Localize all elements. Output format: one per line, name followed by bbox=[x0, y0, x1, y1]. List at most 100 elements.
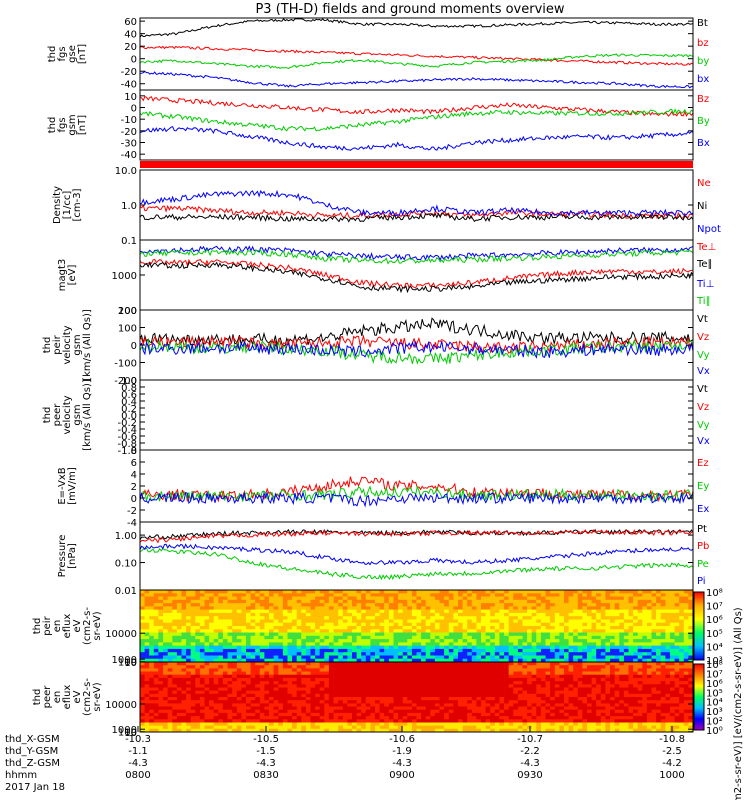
heatmap-cell bbox=[232, 671, 238, 676]
heatmap-cell bbox=[195, 622, 201, 627]
y-axis-label: thd bbox=[47, 117, 58, 134]
heatmap-cell bbox=[467, 612, 473, 617]
heatmap-cell bbox=[181, 599, 187, 604]
heatmap-cell bbox=[375, 700, 380, 704]
heatmap-cell bbox=[365, 658, 371, 663]
heatmap-cell bbox=[660, 629, 666, 633]
heatmap-cell bbox=[328, 668, 334, 672]
heatmap-cell bbox=[577, 612, 583, 617]
heatmap-cell bbox=[536, 681, 542, 685]
heatmap-cell bbox=[352, 609, 357, 614]
heatmap-cell bbox=[144, 662, 150, 666]
heatmap-cell bbox=[550, 662, 556, 666]
heatmap-cell bbox=[411, 684, 417, 688]
heatmap-cell bbox=[158, 722, 164, 727]
heatmap-cell bbox=[287, 674, 293, 679]
heatmap-cell bbox=[393, 652, 399, 656]
heatmap-cell bbox=[140, 668, 145, 672]
heatmap-cell bbox=[674, 655, 680, 660]
heatmap-cell bbox=[282, 609, 288, 614]
heatmap-cell bbox=[213, 700, 219, 704]
heatmap-cell bbox=[227, 709, 233, 714]
heatmap-cell bbox=[688, 655, 694, 660]
heatmap-cell bbox=[416, 616, 422, 620]
heatmap-cell bbox=[282, 626, 288, 630]
heatmap-cell bbox=[600, 642, 606, 647]
heatmap-cell bbox=[209, 665, 215, 669]
heatmap-cell bbox=[522, 648, 528, 653]
heatmap-cell bbox=[564, 709, 569, 714]
heatmap-cell bbox=[485, 690, 491, 695]
heatmap-cell bbox=[227, 622, 233, 627]
heatmap-cell bbox=[683, 632, 689, 637]
heatmap-cell bbox=[683, 629, 689, 633]
heatmap-cell bbox=[190, 674, 196, 679]
heatmap-cell bbox=[186, 722, 192, 727]
heatmap-cell bbox=[411, 671, 417, 676]
heatmap-cell bbox=[209, 712, 215, 717]
heatmap-cell bbox=[550, 697, 556, 701]
heatmap-cell bbox=[167, 728, 173, 733]
heatmap-cell bbox=[342, 674, 348, 679]
y-axis-label: [km/s (All Qs)] bbox=[82, 379, 93, 451]
heatmap-cell bbox=[333, 706, 339, 711]
heatmap-cell bbox=[227, 596, 233, 601]
heatmap-cell bbox=[282, 665, 288, 669]
heatmap-cell bbox=[144, 671, 150, 676]
heatmap-cell bbox=[425, 635, 431, 640]
heatmap-cell bbox=[430, 626, 436, 630]
heatmap-cell bbox=[255, 590, 261, 594]
heatmap-cell bbox=[199, 690, 205, 695]
heatmap-cell bbox=[628, 603, 634, 607]
heatmap-cell bbox=[508, 626, 514, 630]
heatmap-cell bbox=[163, 712, 168, 717]
heatmap-cell bbox=[462, 629, 468, 633]
heatmap-cell bbox=[481, 684, 486, 688]
heatmap-cell bbox=[176, 639, 182, 643]
heatmap-cell bbox=[444, 635, 450, 640]
heatmap-cell bbox=[564, 677, 569, 682]
heatmap-cell bbox=[199, 709, 205, 714]
heatmap-cell bbox=[527, 658, 533, 663]
heatmap-cell bbox=[227, 635, 233, 640]
heatmap-cell bbox=[301, 728, 307, 733]
heatmap-cell bbox=[513, 635, 519, 640]
heatmap-cell bbox=[393, 642, 399, 647]
heatmap-cell bbox=[199, 593, 205, 597]
heatmap-cell bbox=[328, 693, 334, 698]
heatmap-cell bbox=[153, 668, 159, 672]
heatmap-cell bbox=[402, 709, 408, 714]
heatmap-cell bbox=[522, 590, 528, 594]
heatmap-cell bbox=[527, 703, 533, 707]
heatmap-cell bbox=[190, 703, 196, 707]
heatmap-cell bbox=[504, 655, 510, 660]
heatmap-cell bbox=[328, 690, 334, 695]
heatmap-cell bbox=[494, 722, 500, 727]
heatmap-cell bbox=[144, 712, 150, 717]
heatmap-cell bbox=[517, 681, 523, 685]
heatmap-cell bbox=[273, 677, 279, 682]
heatmap-cell bbox=[407, 662, 413, 666]
y-tick-label: 1.0 bbox=[121, 201, 137, 212]
heatmap-cell bbox=[434, 593, 440, 597]
heatmap-cell bbox=[407, 712, 413, 717]
heatmap-cell bbox=[393, 725, 399, 730]
heatmap-cell bbox=[158, 639, 164, 643]
heatmap-cell bbox=[582, 606, 588, 611]
heatmap-cell bbox=[241, 639, 247, 643]
heatmap-cell bbox=[375, 709, 380, 714]
heatmap-cell bbox=[213, 622, 219, 627]
heatmap-cell bbox=[153, 606, 159, 611]
heatmap-cell bbox=[305, 725, 311, 730]
heatmap-cell bbox=[430, 665, 436, 669]
heatmap-cell bbox=[481, 677, 486, 682]
heatmap-cell bbox=[149, 681, 155, 685]
heatmap-cell bbox=[347, 596, 353, 601]
heatmap-cell bbox=[292, 632, 298, 637]
heatmap-cell bbox=[490, 590, 496, 594]
heatmap-cell bbox=[232, 709, 238, 714]
heatmap-cell bbox=[246, 648, 251, 653]
heatmap-cell bbox=[550, 728, 556, 733]
heatmap-cell bbox=[494, 725, 500, 730]
heatmap-cell bbox=[674, 639, 680, 643]
